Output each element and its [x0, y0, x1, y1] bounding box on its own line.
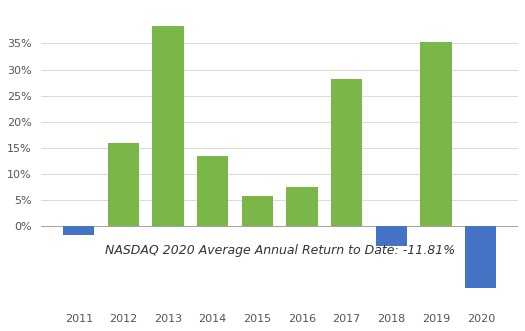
Bar — [287, 187, 318, 226]
Bar — [465, 226, 497, 288]
Bar — [197, 156, 228, 226]
Bar — [331, 79, 362, 226]
Bar — [108, 143, 139, 226]
Bar — [421, 42, 452, 226]
Bar — [242, 196, 273, 226]
Bar — [63, 226, 94, 235]
Bar — [376, 226, 407, 246]
Bar — [152, 26, 184, 226]
Text: NASDAQ 2020 Average Annual Return to Date: -11.81%: NASDAQ 2020 Average Annual Return to Dat… — [104, 244, 455, 257]
